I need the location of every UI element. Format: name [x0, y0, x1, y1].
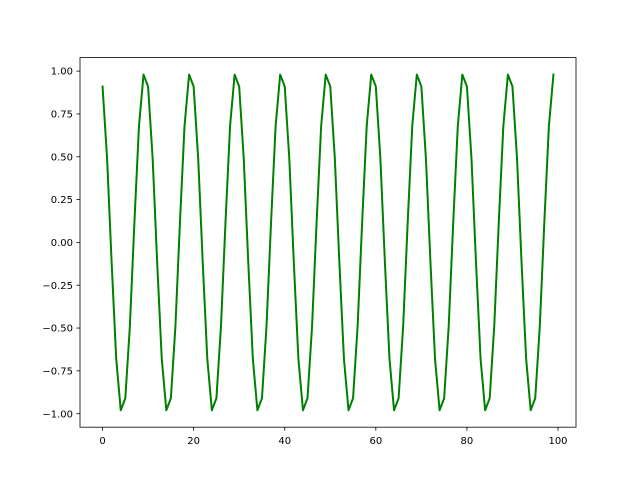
y-tick-label: 1.00	[51, 67, 73, 78]
axes-frame	[79, 57, 577, 428]
x-tick-label: 80	[461, 436, 474, 447]
y-tick-label: 0.25	[51, 195, 73, 206]
y-tick-label: −0.50	[42, 324, 73, 335]
y-tick-label: −0.25	[42, 281, 73, 292]
y-tick-label: 0.50	[51, 152, 73, 163]
y-tick-label: −1.00	[42, 409, 73, 420]
axes: 0 20 40 60 80 100 −1.00 −0.75 −0.50 −0.25 0.00 0.25…	[42, 57, 577, 447]
x-tick-label: 60	[369, 436, 382, 447]
x-tick-label: 20	[187, 436, 200, 447]
x-tick-label: 0	[99, 436, 105, 447]
y-tick-label: 0.00	[51, 238, 73, 249]
series-line-0	[101, 73, 555, 412]
x-tick-label: 100	[548, 436, 567, 447]
y-tick-label: −0.75	[42, 366, 73, 377]
x-tick-label: 40	[278, 436, 291, 447]
y-tick-label: 0.75	[51, 110, 73, 121]
plot-marks	[101, 73, 555, 412]
